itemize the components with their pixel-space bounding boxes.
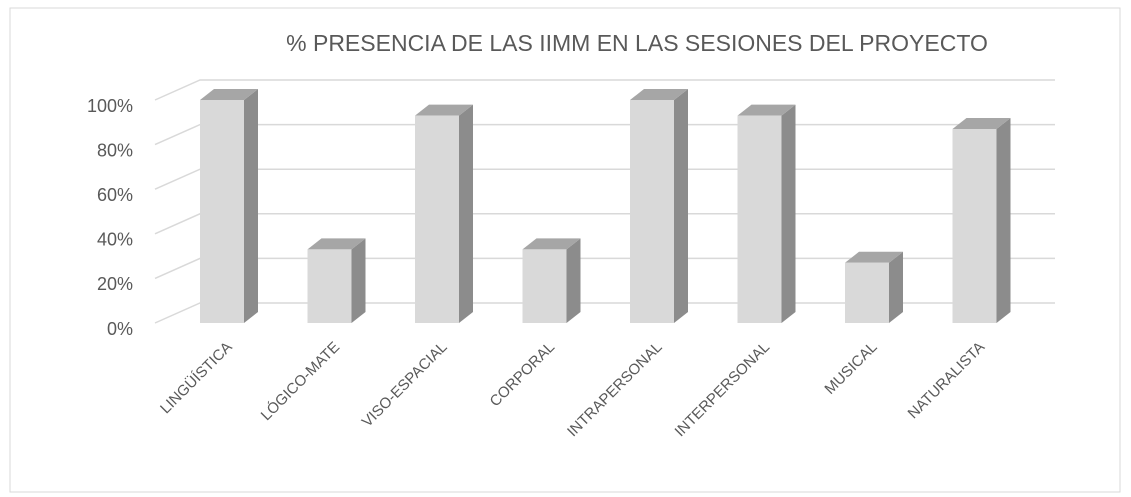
bar-face (674, 89, 688, 323)
bar-face (522, 249, 567, 323)
y-tick-label: 60% (97, 185, 133, 205)
bar-face (522, 238, 581, 250)
bar-face (307, 249, 352, 323)
bar (415, 104, 473, 323)
bar (737, 104, 796, 323)
bar-face (200, 89, 258, 100)
bar-face (630, 89, 688, 100)
bar (845, 251, 903, 323)
bar-face (630, 100, 674, 323)
bar-face (459, 104, 473, 323)
bar (307, 238, 366, 323)
y-tick-label: 100% (87, 96, 133, 116)
y-tick-label: 20% (97, 274, 133, 294)
bar-face (737, 104, 796, 116)
grid-line (154, 79, 1055, 101)
chart-title: % PRESENCIA DE LAS IIMM EN LAS SESIONES … (286, 30, 988, 56)
bar-face (952, 128, 997, 323)
bar-face (781, 104, 796, 323)
bar-face (952, 117, 1011, 129)
bar-face (307, 238, 366, 250)
bar (200, 89, 258, 323)
y-tick-label: 80% (97, 140, 133, 160)
bar-face (889, 251, 903, 323)
bar (522, 238, 581, 323)
y-tick-label: 0% (107, 319, 133, 339)
bar-face (737, 115, 782, 323)
bar-face (845, 262, 889, 323)
bar-face (415, 115, 459, 323)
bar-face (244, 89, 258, 323)
bar-face (351, 238, 366, 323)
bar (952, 117, 1011, 324)
y-tick-label: 40% (97, 230, 133, 250)
bar-face (845, 251, 903, 263)
bar-face (566, 238, 581, 323)
bar-face (200, 100, 244, 323)
bar (630, 89, 688, 323)
bar-face (996, 117, 1011, 324)
bar-face (415, 104, 473, 116)
